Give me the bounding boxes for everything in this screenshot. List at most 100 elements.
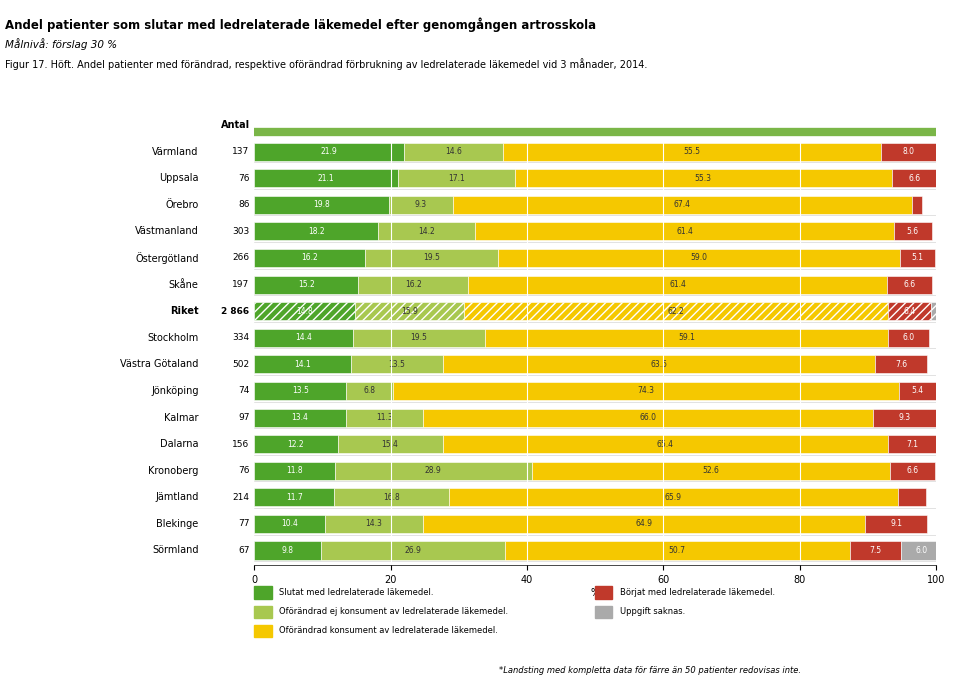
Bar xyxy=(865,515,927,533)
Text: 5.4: 5.4 xyxy=(912,386,924,395)
Text: 15.9: 15.9 xyxy=(401,307,418,316)
Text: 11.8: 11.8 xyxy=(286,466,303,475)
Text: 10.4: 10.4 xyxy=(281,519,299,528)
Text: 61.4: 61.4 xyxy=(669,280,686,289)
Bar xyxy=(515,169,892,187)
Text: 6.0: 6.0 xyxy=(902,334,915,342)
Text: 55.5: 55.5 xyxy=(684,147,701,156)
Text: 11.7: 11.7 xyxy=(286,493,302,502)
Text: 19.5: 19.5 xyxy=(411,334,427,342)
Bar xyxy=(900,382,936,400)
Bar xyxy=(254,169,398,187)
Bar xyxy=(894,223,932,240)
Text: Blekinge: Blekinge xyxy=(156,519,199,529)
Text: Sörmland: Sörmland xyxy=(153,545,199,556)
Bar xyxy=(254,223,378,240)
Text: Västra Götaland: Västra Götaland xyxy=(120,360,199,369)
Text: Dalarna: Dalarna xyxy=(160,439,199,449)
Text: 156: 156 xyxy=(232,440,250,449)
Bar xyxy=(888,329,929,347)
Text: 65.4: 65.4 xyxy=(657,440,674,449)
Bar xyxy=(931,302,936,320)
Text: 62.2: 62.2 xyxy=(667,307,684,316)
Text: Kronoberg: Kronoberg xyxy=(149,466,199,475)
Text: 13.4: 13.4 xyxy=(292,413,308,422)
Text: 7.5: 7.5 xyxy=(870,546,881,555)
Text: 9.3: 9.3 xyxy=(899,413,910,422)
Text: 9.3: 9.3 xyxy=(415,200,427,210)
Bar xyxy=(335,462,532,480)
Text: 303: 303 xyxy=(232,227,250,236)
Text: Jönköping: Jönköping xyxy=(152,386,199,396)
Text: 502: 502 xyxy=(232,360,250,369)
Text: 14.1: 14.1 xyxy=(294,360,311,369)
Text: För enhetsnivå, klicka här  ▶: För enhetsnivå, klicka här ▶ xyxy=(708,602,849,614)
Text: 61.4: 61.4 xyxy=(676,227,693,236)
Text: 214: 214 xyxy=(232,493,250,502)
Bar xyxy=(352,329,486,347)
Text: 77: 77 xyxy=(238,519,250,528)
Text: 6.6: 6.6 xyxy=(908,174,921,183)
Bar xyxy=(254,196,390,214)
Bar xyxy=(254,302,355,320)
Text: 5.6: 5.6 xyxy=(907,227,919,236)
Text: Jämtland: Jämtland xyxy=(156,493,199,502)
Text: 13.5: 13.5 xyxy=(292,386,309,395)
Bar xyxy=(254,382,347,400)
Text: Slutat med ledrelaterade läkemedel.: Slutat med ledrelaterade läkemedel. xyxy=(279,588,434,597)
Text: 64.9: 64.9 xyxy=(636,519,653,528)
Text: 16.2: 16.2 xyxy=(301,253,318,262)
Bar xyxy=(254,249,365,267)
Text: 74.3: 74.3 xyxy=(637,386,655,395)
Bar xyxy=(532,462,890,480)
Bar xyxy=(898,488,926,506)
Text: Örebro: Örebro xyxy=(165,200,199,210)
Bar xyxy=(912,196,923,214)
Text: 8.0: 8.0 xyxy=(902,147,915,156)
Text: Stockholm: Stockholm xyxy=(148,333,199,342)
Bar xyxy=(464,302,888,320)
X-axis label: %: % xyxy=(590,588,600,597)
Text: 6.8: 6.8 xyxy=(364,386,375,395)
Text: 28.9: 28.9 xyxy=(425,466,442,475)
Text: Värmland: Värmland xyxy=(153,147,199,157)
Bar xyxy=(503,142,881,161)
Text: 16.2: 16.2 xyxy=(405,280,421,289)
Text: 19.8: 19.8 xyxy=(314,200,330,210)
Text: 67: 67 xyxy=(238,546,250,555)
Bar xyxy=(254,142,403,161)
Text: 15.4: 15.4 xyxy=(382,440,398,449)
Text: 14.6: 14.6 xyxy=(445,147,462,156)
Bar xyxy=(497,249,900,267)
Text: 76: 76 xyxy=(238,174,250,183)
Text: Uppgift saknas.: Uppgift saknas. xyxy=(620,607,685,616)
Text: Uppsala: Uppsala xyxy=(159,173,199,183)
Text: 21.1: 21.1 xyxy=(318,174,335,183)
Bar xyxy=(443,356,876,373)
Text: 18.2: 18.2 xyxy=(308,227,324,236)
Bar xyxy=(881,142,936,161)
Bar xyxy=(448,488,898,506)
Text: 16.8: 16.8 xyxy=(383,493,399,502)
Text: 26.9: 26.9 xyxy=(404,546,421,555)
Text: Oförändrad konsument av ledrelaterade läkemedel.: Oförändrad konsument av ledrelaterade lä… xyxy=(279,626,498,636)
Bar xyxy=(347,382,393,400)
Text: Östergötland: Östergötland xyxy=(135,252,199,264)
Text: 65.9: 65.9 xyxy=(664,493,682,502)
Bar xyxy=(873,408,936,427)
Text: 63.5: 63.5 xyxy=(651,360,667,369)
Text: 50.7: 50.7 xyxy=(669,546,685,555)
Text: 59.0: 59.0 xyxy=(690,253,708,262)
Bar xyxy=(468,275,887,294)
Bar xyxy=(422,408,873,427)
Text: Börjat med ledrelaterade läkemedel.: Börjat med ledrelaterade läkemedel. xyxy=(620,588,776,597)
Text: 14.4: 14.4 xyxy=(295,334,312,342)
Bar xyxy=(254,435,338,453)
Bar xyxy=(254,515,325,533)
Text: Skåne: Skåne xyxy=(169,279,199,290)
Text: 7.1: 7.1 xyxy=(906,440,919,449)
Text: 13.5: 13.5 xyxy=(388,360,405,369)
Bar xyxy=(888,302,931,320)
Bar xyxy=(334,488,448,506)
Bar xyxy=(887,275,932,294)
